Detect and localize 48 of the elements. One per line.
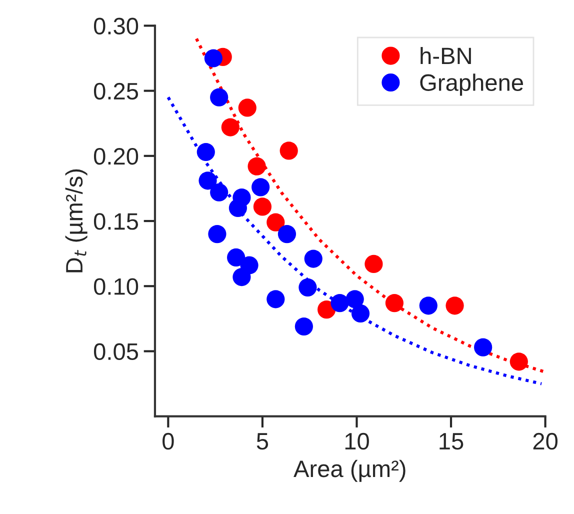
legend-label: Graphene	[420, 74, 524, 96]
y-tick-label: 0.25	[94, 82, 138, 100]
point	[446, 296, 464, 315]
point	[252, 178, 270, 196]
point	[198, 172, 217, 190]
point	[318, 300, 336, 319]
point	[385, 294, 404, 312]
point	[364, 254, 383, 274]
point	[474, 338, 492, 356]
y-tick-label: 0.10	[94, 278, 138, 295]
point	[280, 142, 298, 160]
point	[330, 294, 349, 312]
point	[232, 268, 251, 286]
point	[238, 98, 256, 117]
point	[196, 142, 215, 162]
point	[346, 290, 364, 308]
line-series	[194, 37, 546, 374]
y-tick-label: 0.05	[94, 343, 138, 360]
point	[221, 118, 240, 136]
legend-label: h-BN	[420, 46, 471, 64]
point	[294, 317, 313, 336]
point	[351, 304, 370, 323]
line-series	[166, 96, 544, 386]
y-tick-label: 0.15	[94, 213, 138, 230]
point	[208, 224, 226, 244]
point	[304, 250, 322, 268]
x-axis-title: Area (µm²)	[294, 460, 406, 482]
point	[266, 213, 285, 232]
point	[510, 352, 528, 371]
point	[253, 198, 272, 216]
point	[298, 278, 317, 296]
point	[210, 88, 228, 106]
x-tick-label: 15	[440, 433, 464, 450]
point	[266, 290, 285, 308]
x-tick-label: 0	[162, 432, 174, 450]
x-tick-label: 20	[533, 432, 558, 450]
y-axis-title: D$_{t}$ (µm²/s)	[65, 169, 88, 272]
point	[248, 157, 266, 176]
point	[204, 49, 222, 68]
point	[419, 296, 438, 315]
point	[227, 248, 246, 267]
x-tick-label: 10	[345, 432, 369, 450]
y-tick-label: 0.30	[94, 18, 138, 34]
y-tick-label: 0.20	[94, 148, 138, 165]
point	[210, 183, 228, 202]
point	[278, 224, 296, 244]
x-tick-label: 5	[256, 433, 268, 450]
point	[228, 198, 247, 218]
